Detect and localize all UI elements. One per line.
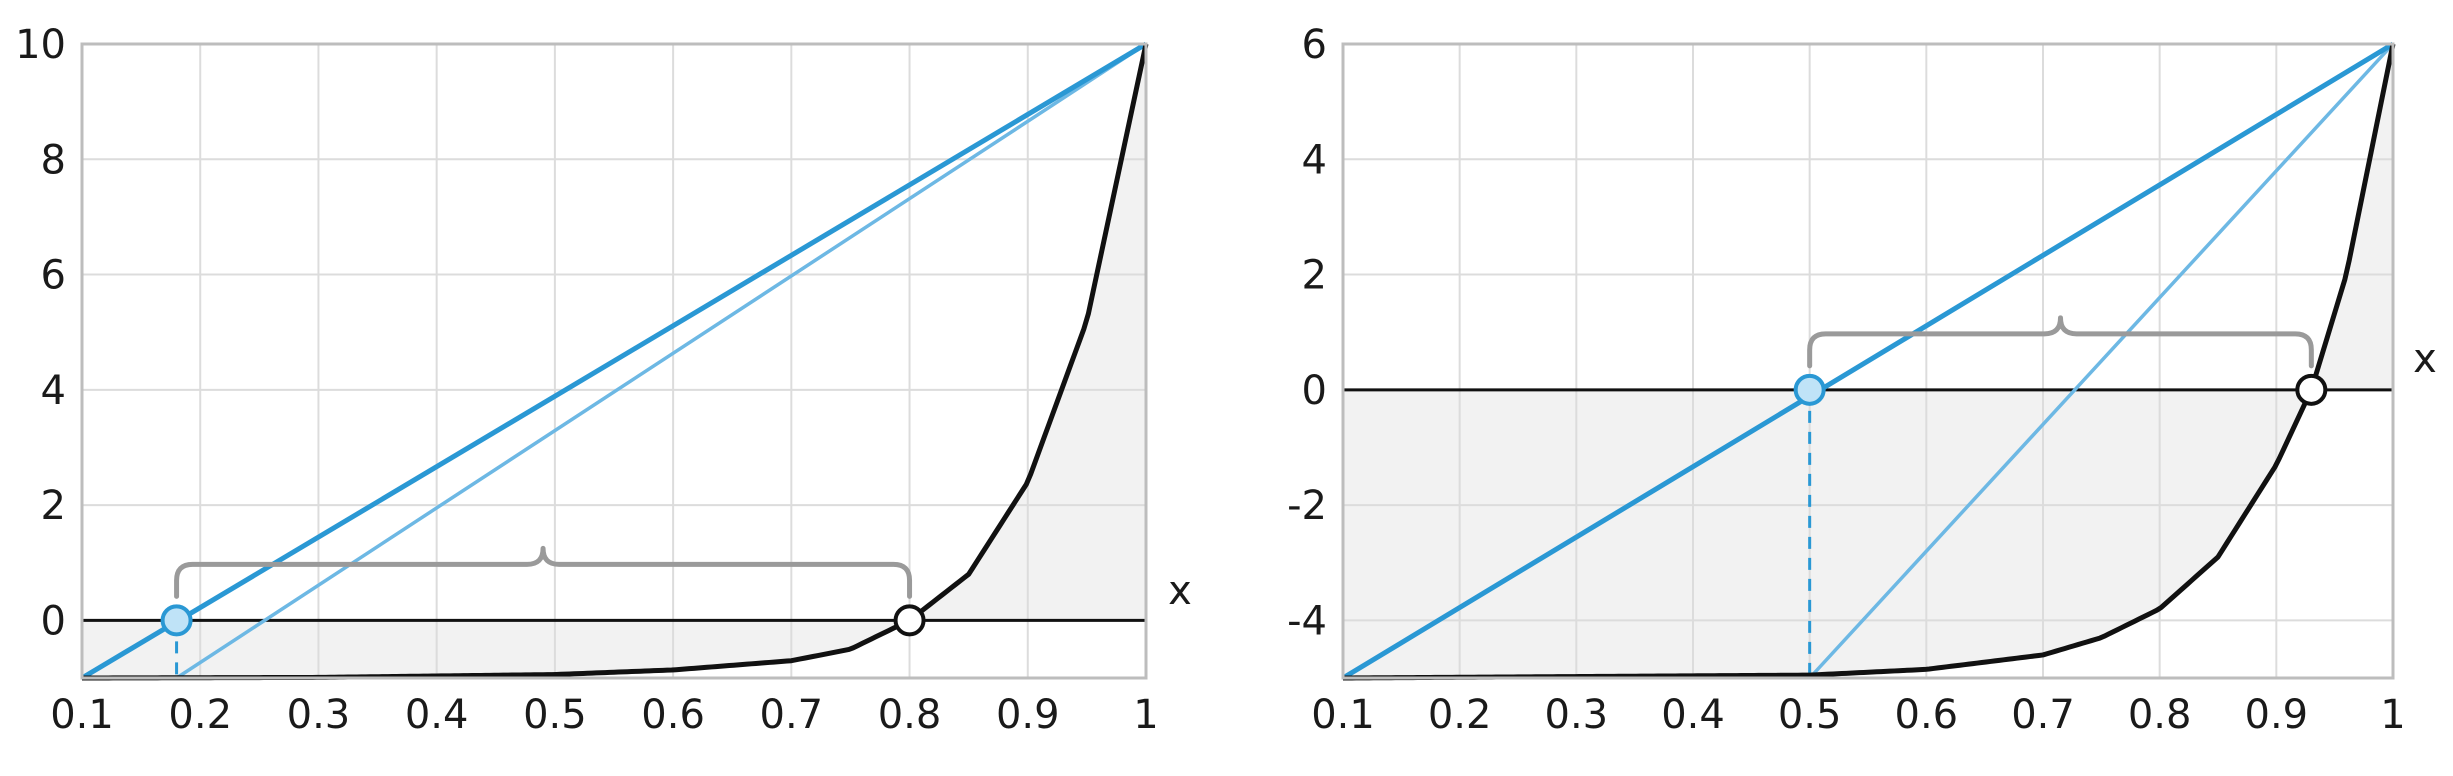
x-tick-label: 0.6 <box>1895 692 1959 738</box>
plot-frame <box>80 42 1148 680</box>
x-tick-label: 0.8 <box>2128 692 2192 738</box>
y-tick-label: -2 <box>1287 483 1327 529</box>
blue-point <box>160 604 193 637</box>
x-axis-label: x <box>1168 568 1192 614</box>
white-point <box>893 604 926 637</box>
y-tick-label: 4 <box>1302 137 1327 183</box>
thick-blue-line <box>1341 41 2395 681</box>
plot-frame <box>1341 42 2395 680</box>
x-tick-label: 0.7 <box>2011 692 2075 738</box>
x-tick-label: 0.4 <box>405 692 469 738</box>
x-tick-label: 0.4 <box>1661 692 1725 738</box>
x-tick-label: 0.2 <box>1428 692 1492 738</box>
blue-point <box>1793 373 1826 406</box>
x-tick-label: 1 <box>1133 692 1158 738</box>
shaded-region <box>82 44 1146 678</box>
y-tick-label: 4 <box>41 368 66 414</box>
thin-blue-line <box>1808 42 2395 680</box>
x-axis-label: x <box>2413 336 2437 382</box>
y-tick-label: 10 <box>15 22 66 68</box>
x-tick-label: 0.1 <box>50 692 114 738</box>
y-tick-label: 8 <box>41 137 66 183</box>
chart-right: 0.1 0.2 0.3 0.4 0.5 0.6 0.7 0.8 0.9 1 -4 -2 0 2 4 6 x <box>1287 22 2437 738</box>
x-tick-label: 0.3 <box>287 692 351 738</box>
x-tick-label: 0.5 <box>523 692 587 738</box>
y-tick-label: 6 <box>41 253 66 299</box>
y-tick-label: 2 <box>1302 253 1327 299</box>
x-tick-label: 1 <box>2380 692 2405 738</box>
curly-brace <box>1807 315 2314 369</box>
white-point <box>2295 373 2328 406</box>
x-tick-label: 0.9 <box>996 692 1060 738</box>
y-tick-label: -4 <box>1287 598 1327 644</box>
x-tick-label: 0.3 <box>1545 692 1609 738</box>
curly-brace <box>174 545 913 599</box>
x-tick-label: 0.2 <box>168 692 232 738</box>
x-tick-label: 0.9 <box>2245 692 2309 738</box>
x-tick-label: 0.8 <box>878 692 942 738</box>
thin-blue-line <box>175 42 1147 680</box>
y-tick-label: 0 <box>41 598 66 644</box>
x-tick-label: 0.1 <box>1311 692 1375 738</box>
y-tick-label: 6 <box>1302 22 1327 68</box>
x-tick-label: 0.6 <box>641 692 705 738</box>
x-tick-label: 0.7 <box>760 692 824 738</box>
thick-blue-line <box>80 41 1148 681</box>
y-tick-label: 2 <box>41 483 66 529</box>
x-tick-label: 0.5 <box>1778 692 1842 738</box>
y-tick-label: 0 <box>1302 368 1327 414</box>
